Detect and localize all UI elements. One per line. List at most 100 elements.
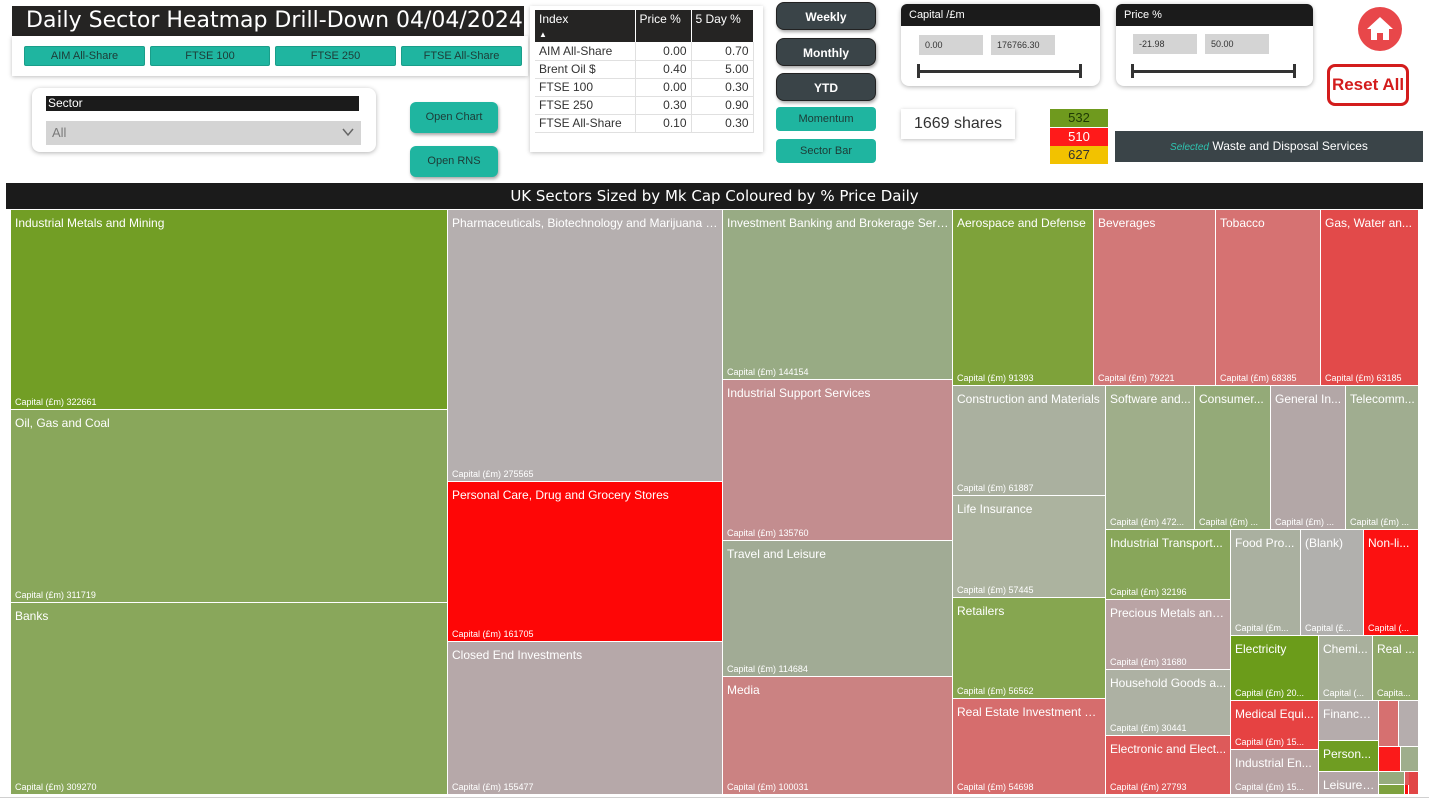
- treemap-tile[interactable]: [1409, 772, 1419, 795]
- treemap-tile[interactable]: Chemi... Capital (...: [1319, 636, 1373, 701]
- price-max-input[interactable]: 50.00: [1205, 34, 1269, 54]
- treemap-tile[interactable]: Software and... Capital (£m) 472...: [1106, 386, 1195, 530]
- sector-dropdown-value: All: [52, 125, 67, 140]
- price-slider-min-handle[interactable]: [1131, 64, 1134, 78]
- treemap-tile[interactable]: Industrial Metals and Mining Capital (£m)…: [11, 210, 448, 410]
- treemap-tile-capital: Capital (£m) 27793: [1110, 782, 1187, 792]
- aim-all-share-button[interactable]: AIM All-Share: [24, 46, 145, 66]
- treemap-tile[interactable]: Real Estate Investment Tr... Capital (£m)…: [953, 699, 1106, 795]
- treemap-tile[interactable]: Household Goods a... Capital (£m) 30441: [1106, 670, 1231, 736]
- treemap-tile-name: Banks: [15, 609, 49, 623]
- treemap-tile[interactable]: Gas, Water an... Capital (£m) 63185: [1321, 210, 1419, 386]
- treemap-tile[interactable]: Finance...: [1319, 701, 1379, 741]
- treemap-tile-name: Person...: [1323, 747, 1372, 761]
- treemap-tile[interactable]: [1401, 747, 1419, 772]
- treemap-tile[interactable]: Aerospace and Defense Capital (£m) 91393: [953, 210, 1094, 386]
- treemap-tile[interactable]: Precious Metals and... Capital (£m) 31680: [1106, 600, 1231, 670]
- ftse-all-share-button[interactable]: FTSE All-Share: [401, 46, 522, 66]
- treemap-tile-capital: Capital (£m) 161705: [452, 629, 534, 639]
- treemap-tile[interactable]: Industrial Transport... Capital (£m) 3219…: [1106, 530, 1231, 600]
- capital-min-input[interactable]: 0.00: [919, 35, 983, 55]
- ftse-250-button[interactable]: FTSE 250: [275, 46, 396, 66]
- ytd-button[interactable]: YTD: [776, 73, 876, 101]
- treemap-tile[interactable]: Electricity Capital (£m) 20...: [1231, 636, 1319, 701]
- treemap-tile-name: Precious Metals and...: [1110, 606, 1227, 620]
- price-slider-track[interactable]: [1132, 70, 1296, 73]
- momentum-button[interactable]: Momentum: [776, 107, 876, 131]
- price-min-input[interactable]: -21.98: [1133, 34, 1197, 54]
- treemap-tile[interactable]: Medical Equi... Capital (£m) 15...: [1231, 701, 1319, 750]
- treemap-tile[interactable]: (Blank) Capital (£...: [1301, 530, 1364, 636]
- treemap-tile[interactable]: Person...: [1319, 741, 1379, 772]
- treemap-tile-capital: Capital (£m) ...: [1350, 517, 1410, 527]
- treemap-tile[interactable]: Non-li... Capital (...: [1364, 530, 1419, 636]
- treemap-tile[interactable]: Industrial En... Capital (£m) 15...: [1231, 750, 1319, 795]
- treemap-tile-name: Food Pro...: [1235, 536, 1295, 550]
- sector-bar-button[interactable]: Sector Bar: [776, 139, 876, 163]
- treemap-tile-name: Retailers: [957, 604, 1005, 618]
- treemap-tile[interactable]: Retailers Capital (£m) 56562: [953, 598, 1106, 699]
- treemap-tile-name: Tobacco: [1220, 216, 1265, 230]
- capital-slider-min-handle[interactable]: [917, 64, 920, 78]
- treemap-tile[interactable]: Travel and Leisure Capital (£m) 114684: [723, 541, 953, 677]
- treemap-tile[interactable]: Closed End Investments Capital (£m) 15547…: [448, 642, 723, 795]
- treemap-tile[interactable]: Electronic and Elect... Capital (£m) 2779…: [1106, 736, 1231, 795]
- treemap-tile[interactable]: Construction and Materials Capital (£m) 6…: [953, 386, 1106, 496]
- sector-dropdown[interactable]: All: [46, 121, 361, 145]
- treemap-tile-capital: Capital (£m) 100031: [727, 782, 809, 792]
- monthly-button[interactable]: Monthly: [776, 38, 876, 66]
- chevron-down-icon: [342, 128, 354, 137]
- treemap-tile-name: Electronic and Elect...: [1110, 742, 1227, 756]
- treemap-tile[interactable]: Consumer... Capital (£m) ...: [1195, 386, 1271, 530]
- price-column-header[interactable]: Price %: [635, 10, 692, 42]
- treemap-tile[interactable]: Telecomm... Capital (£m) ...: [1346, 386, 1419, 530]
- treemap-tile[interactable]: [1405, 785, 1409, 795]
- capital-slider-max-handle[interactable]: [1079, 64, 1082, 78]
- treemap-tile-capital: Capital (£m) 61887: [957, 483, 1034, 493]
- selected-prefix: Selected: [1170, 142, 1209, 153]
- treemap-tile[interactable]: Real ... Capita...: [1373, 636, 1419, 701]
- treemap-tile-capital: Capital (£m) 20...: [1235, 688, 1305, 698]
- home-button[interactable]: [1358, 7, 1402, 51]
- treemap-tile[interactable]: Media Capital (£m) 100031: [723, 677, 953, 795]
- treemap-tile[interactable]: [1399, 701, 1419, 747]
- treemap-tile[interactable]: Pharmaceuticals, Biotechnology and Marij…: [448, 210, 723, 482]
- treemap-tile[interactable]: Investment Banking and Brokerage Serv...…: [723, 210, 953, 380]
- capital-max-input[interactable]: 176766.30: [991, 35, 1055, 55]
- treemap-tile[interactable]: Industrial Support Services Capital (£m) …: [723, 380, 953, 541]
- treemap-tile[interactable]: General In... Capital (£m) ...: [1271, 386, 1346, 530]
- capital-slider-track[interactable]: [918, 70, 1082, 73]
- treemap-tile-name: Real ...: [1377, 642, 1415, 656]
- treemap-tile[interactable]: Life Insurance Capital (£m) 57445: [953, 496, 1106, 598]
- treemap-tile-capital: Capital (£m) 54698: [957, 782, 1034, 792]
- index-table: Index ▲ Price % 5 Day % AIM All-Share 0.00…: [535, 10, 754, 133]
- treemap-tile[interactable]: [1379, 772, 1405, 785]
- price-slider-max-handle[interactable]: [1293, 64, 1296, 78]
- capital-slicer-label: Capital /£m: [901, 4, 1100, 26]
- treemap-tile-name: Gas, Water an...: [1325, 216, 1412, 230]
- open-chart-button[interactable]: Open Chart: [410, 102, 498, 133]
- reset-all-button[interactable]: Reset All: [1327, 64, 1409, 106]
- treemap-tile-name: Construction and Materials: [957, 392, 1100, 406]
- treemap-tile[interactable]: Tobacco Capital (£m) 68385: [1216, 210, 1321, 386]
- treemap-tile-capital: Capital (£m) 79221: [1098, 373, 1175, 383]
- treemap-tile-capital: Capital (£m) 15...: [1235, 737, 1305, 747]
- treemap-tile[interactable]: Leisure ...: [1319, 772, 1379, 795]
- treemap-tile[interactable]: Food Pro... Capital (£m...: [1231, 530, 1301, 636]
- treemap-tile[interactable]: Oil, Gas and Coal Capital (£m) 311719: [11, 410, 448, 603]
- treemap-tile[interactable]: [1379, 701, 1399, 747]
- treemap-tile[interactable]: Banks Capital (£m) 309270: [11, 603, 448, 795]
- five-day-column-header[interactable]: 5 Day %: [691, 10, 754, 42]
- treemap-tile-capital: Capital (£m) 32196: [1110, 587, 1187, 597]
- treemap-tile-name: Industrial Transport...: [1110, 536, 1223, 550]
- treemap-tile[interactable]: [1379, 785, 1405, 795]
- ftse-100-button[interactable]: FTSE 100: [150, 46, 270, 66]
- down-count: 510: [1050, 128, 1108, 146]
- treemap-tile[interactable]: Beverages Capital (£m) 79221: [1094, 210, 1216, 386]
- index-column-header[interactable]: Index ▲: [535, 10, 636, 42]
- weekly-button[interactable]: Weekly: [776, 2, 876, 30]
- treemap-tile[interactable]: [1379, 747, 1401, 772]
- treemap-tile-name: Finance...: [1323, 707, 1375, 721]
- treemap-tile[interactable]: Personal Care, Drug and Grocery Stores Ca…: [448, 482, 723, 642]
- open-rns-button[interactable]: Open RNS: [410, 146, 498, 177]
